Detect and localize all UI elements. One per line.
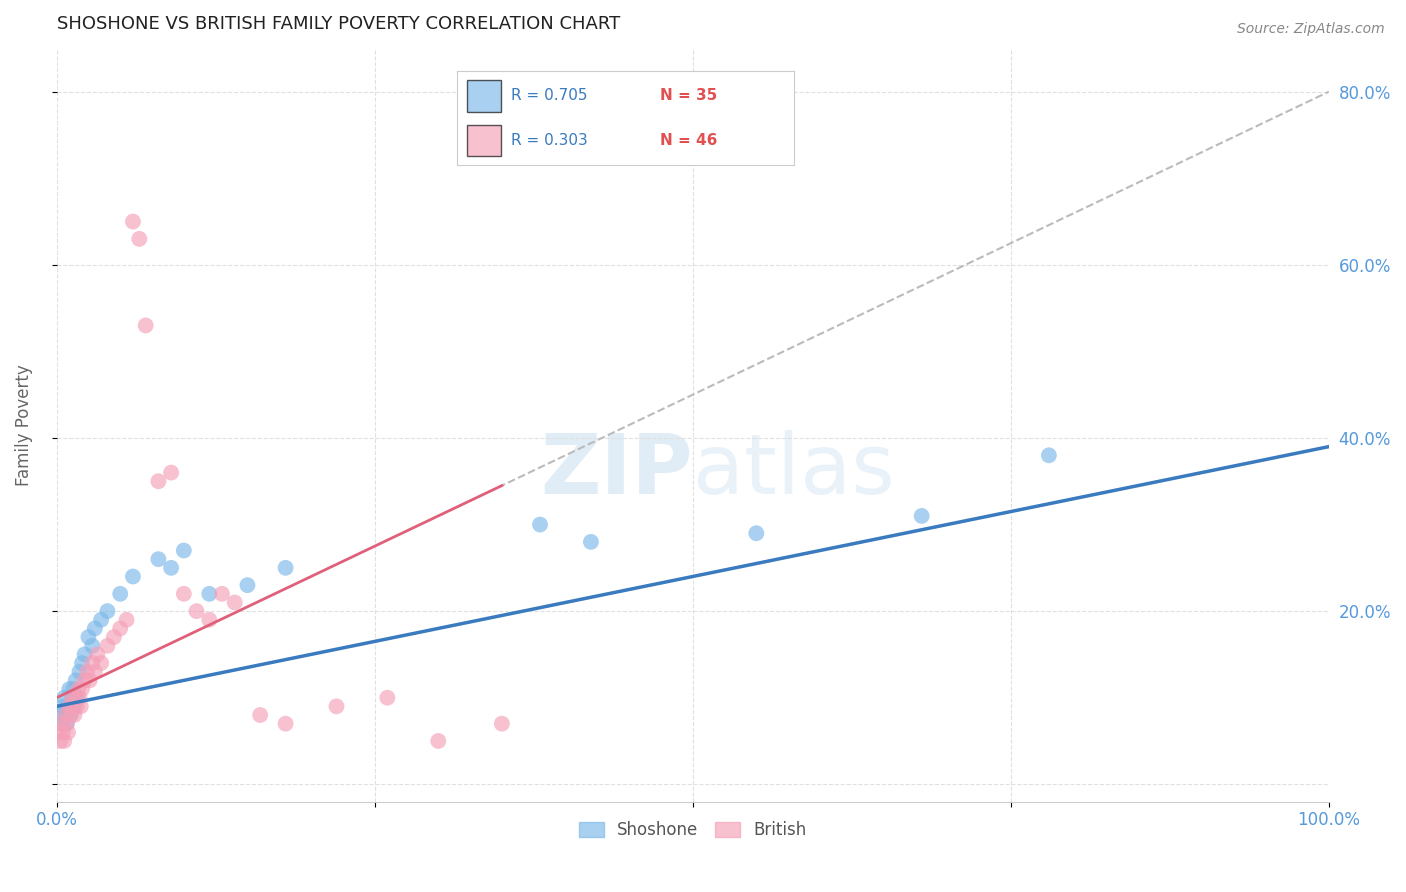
Point bbox=[59, 708, 82, 723]
Point bbox=[110, 587, 132, 601]
Point bbox=[63, 708, 86, 723]
Point bbox=[65, 673, 87, 688]
Point bbox=[96, 639, 118, 653]
Point bbox=[274, 716, 297, 731]
Point bbox=[173, 543, 195, 558]
Point bbox=[83, 665, 105, 679]
Point bbox=[83, 622, 105, 636]
Point bbox=[427, 734, 450, 748]
Point bbox=[48, 725, 70, 739]
Point bbox=[56, 716, 79, 731]
Point bbox=[58, 681, 80, 696]
Point bbox=[60, 690, 83, 705]
Point bbox=[911, 508, 934, 523]
Point bbox=[173, 587, 195, 601]
Point bbox=[491, 716, 513, 731]
Point bbox=[59, 708, 82, 723]
Point bbox=[249, 708, 271, 723]
Point bbox=[69, 699, 91, 714]
Point bbox=[745, 526, 768, 541]
Point bbox=[377, 690, 399, 705]
Point bbox=[198, 613, 221, 627]
Point bbox=[62, 699, 84, 714]
Point bbox=[55, 708, 77, 723]
Point bbox=[79, 673, 101, 688]
Legend: Shoshone, British: Shoshone, British bbox=[572, 814, 813, 846]
Point bbox=[70, 681, 93, 696]
Point bbox=[224, 595, 246, 609]
Point bbox=[82, 639, 104, 653]
Point bbox=[148, 475, 170, 489]
Point bbox=[66, 690, 89, 705]
Text: Source: ZipAtlas.com: Source: ZipAtlas.com bbox=[1237, 22, 1385, 37]
Point bbox=[90, 656, 112, 670]
Point bbox=[1038, 448, 1060, 462]
Point bbox=[58, 699, 80, 714]
Point bbox=[128, 232, 150, 246]
Point bbox=[52, 699, 75, 714]
Point bbox=[56, 716, 79, 731]
Point bbox=[49, 708, 72, 723]
Point bbox=[529, 517, 551, 532]
Point bbox=[96, 604, 118, 618]
Point bbox=[122, 569, 145, 583]
Point bbox=[67, 681, 90, 696]
Text: ZIP: ZIP bbox=[540, 430, 693, 511]
Point bbox=[55, 708, 77, 723]
Point bbox=[73, 648, 96, 662]
Point bbox=[69, 665, 91, 679]
Point bbox=[274, 561, 297, 575]
Point bbox=[56, 699, 79, 714]
Point bbox=[63, 699, 86, 714]
Point bbox=[198, 587, 221, 601]
Point bbox=[160, 466, 183, 480]
Point bbox=[236, 578, 259, 592]
Point bbox=[86, 648, 108, 662]
Text: atlas: atlas bbox=[693, 430, 894, 511]
Point bbox=[49, 734, 72, 748]
Point bbox=[148, 552, 170, 566]
Point bbox=[110, 622, 132, 636]
Point bbox=[90, 613, 112, 627]
Point bbox=[60, 690, 83, 705]
Y-axis label: Family Poverty: Family Poverty bbox=[15, 364, 32, 486]
Point bbox=[66, 699, 89, 714]
Point bbox=[579, 534, 602, 549]
Point bbox=[103, 630, 125, 644]
Point bbox=[56, 725, 79, 739]
Point bbox=[82, 656, 104, 670]
Point bbox=[53, 734, 76, 748]
Point bbox=[76, 665, 98, 679]
Point bbox=[65, 690, 87, 705]
Point bbox=[325, 699, 347, 714]
Point bbox=[115, 613, 138, 627]
Point bbox=[122, 214, 145, 228]
Point bbox=[186, 604, 208, 618]
Point bbox=[53, 690, 76, 705]
Point bbox=[52, 725, 75, 739]
Point bbox=[51, 716, 73, 731]
Point bbox=[211, 587, 233, 601]
Point bbox=[135, 318, 157, 333]
Point bbox=[70, 656, 93, 670]
Point bbox=[51, 716, 73, 731]
Point bbox=[73, 673, 96, 688]
Point bbox=[160, 561, 183, 575]
Point bbox=[62, 681, 84, 696]
Point bbox=[69, 690, 91, 705]
Text: SHOSHONE VS BRITISH FAMILY POVERTY CORRELATION CHART: SHOSHONE VS BRITISH FAMILY POVERTY CORRE… bbox=[56, 15, 620, 33]
Point bbox=[77, 630, 100, 644]
